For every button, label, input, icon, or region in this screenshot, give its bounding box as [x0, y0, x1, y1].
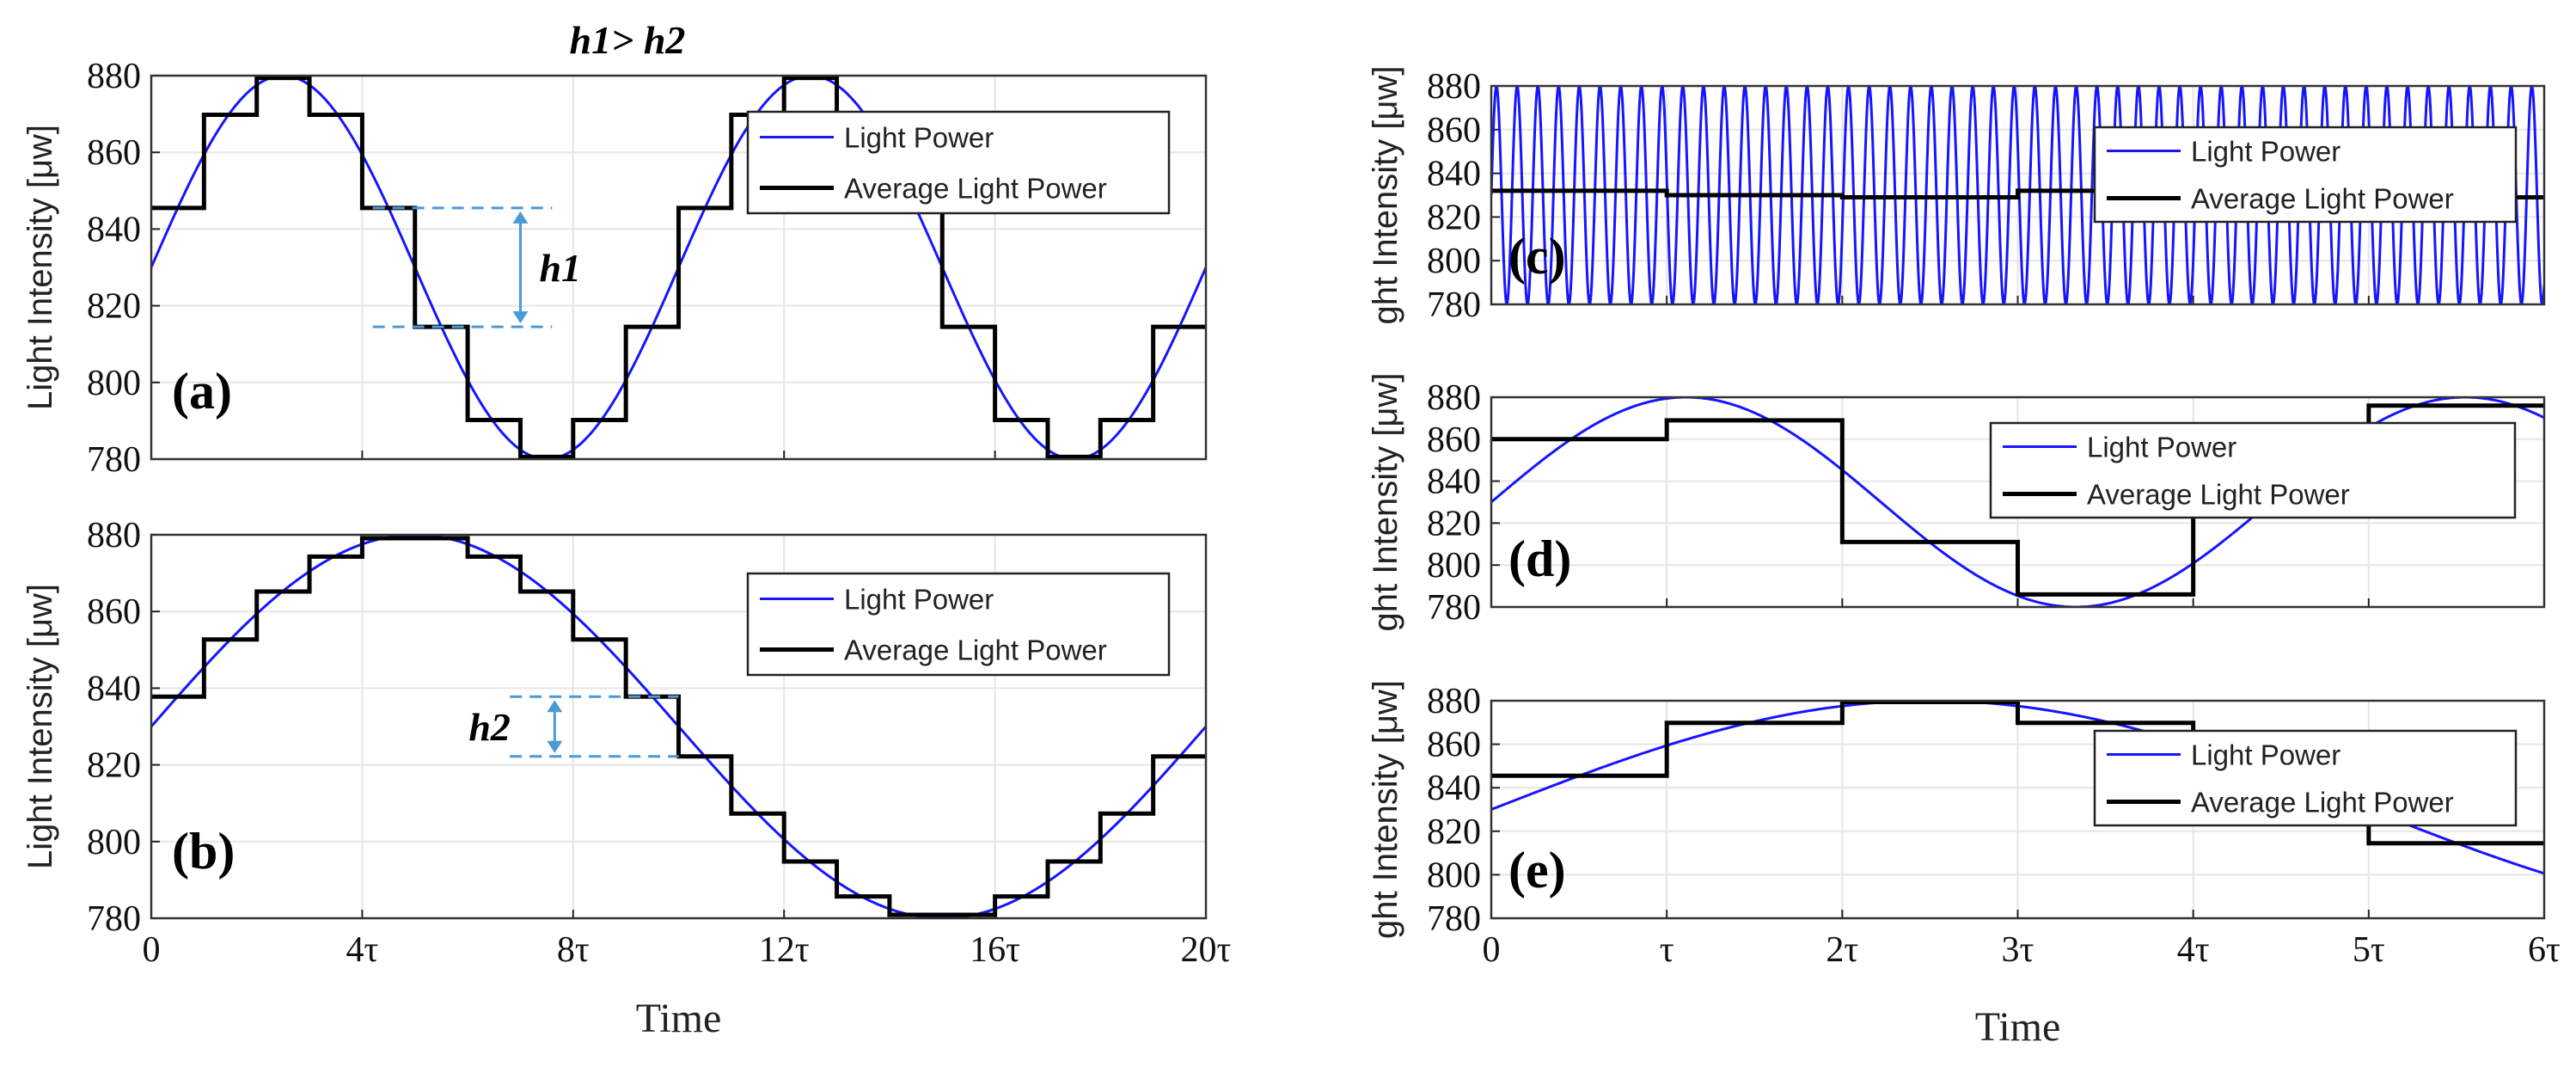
y-tick-label: 800	[1427, 546, 1481, 586]
y-tick-label: 780	[1427, 899, 1481, 939]
y-axis-label: Light Intensity [μw]	[21, 584, 59, 869]
y-tick-label: 840	[1427, 769, 1481, 808]
legend: Light Power Average Light Power	[1989, 421, 2517, 519]
annotation-label: h2	[468, 705, 511, 749]
y-tick-label: 840	[1427, 155, 1481, 194]
legend-entry: Light Power	[2191, 739, 2340, 771]
legend-entry: Light Power	[844, 584, 994, 616]
legend: Light Power Average Light Power	[2093, 729, 2518, 827]
x-tick-label: 16τ	[970, 930, 1020, 970]
panel-label: (a)	[172, 363, 232, 420]
y-tick-label: 780	[1427, 285, 1481, 325]
y-tick-label: 800	[87, 823, 141, 862]
x-tick-label: 12τ	[759, 930, 810, 970]
x-tick-label: 0	[143, 930, 161, 970]
axes-frame	[150, 533, 1208, 920]
y-axis-label: ght Intensity [μw]	[1367, 373, 1404, 632]
arrow-head-up	[512, 211, 529, 224]
y-tick-label: 880	[87, 57, 141, 96]
legend: Light Power Average Light Power	[746, 110, 1171, 215]
y-tick-label: 860	[1427, 726, 1481, 765]
y-tick-label: 820	[1427, 813, 1481, 852]
legend-box	[1989, 421, 2517, 519]
panel-label: (d)	[1508, 530, 1571, 587]
y-tick-label: 840	[87, 210, 141, 249]
y-tick-label: 780	[87, 440, 141, 480]
x-tick-label: 20τ	[1181, 930, 1232, 970]
y-tick-label: 880	[87, 516, 141, 555]
y-tick-label: 880	[1427, 378, 1481, 418]
y-tick-label: 860	[87, 592, 141, 632]
arrow-head-down	[512, 311, 529, 324]
figure-title: h1> h2	[570, 18, 686, 62]
legend-box	[746, 572, 1171, 677]
legend-entry: Light Power	[2191, 136, 2340, 168]
x-tick-label: 4τ	[346, 930, 378, 970]
y-tick-label: 800	[1427, 242, 1481, 281]
panel-b: 780 800 820 840 860 880 0 4τ 8τ 12τ 16τ 20τ h2 Light …	[21, 516, 1231, 1041]
y-tick-label: 820	[1427, 198, 1481, 237]
y-axis-label: Light Intensity [μw]	[21, 125, 59, 410]
y-tick-label: 800	[87, 364, 141, 403]
panel-label: (e)	[1508, 842, 1566, 898]
panel-a: 780 800 820 840 860 880 h1 Light Power Average L…	[21, 57, 1208, 480]
y-axis-label: ght Intensity [μw]	[1367, 680, 1404, 939]
x-axis-label: Time	[636, 996, 722, 1041]
x-tick-label: 0	[1483, 930, 1501, 970]
x-tick-label: 3τ	[2002, 930, 2034, 970]
legend-entry: Light Power	[2087, 432, 2236, 463]
x-tick-label: 2τ	[1826, 930, 1858, 970]
y-tick-label: 860	[87, 133, 141, 173]
x-tick-label: 8τ	[557, 930, 590, 970]
y-tick-label: 860	[1427, 111, 1481, 150]
legend-entry: Average Light Power	[2087, 479, 2350, 511]
y-tick-label: 820	[1427, 504, 1481, 543]
legend-box	[2093, 126, 2518, 224]
y-tick-label: 780	[87, 899, 141, 939]
y-tick-label: 840	[87, 669, 141, 708]
axes-frame	[1490, 699, 2546, 920]
legend: Light Power Average Light Power	[2093, 126, 2518, 224]
panel-c: 780 800 820 840 860 880 Light Power Average Lig…	[1367, 66, 2546, 325]
series-group	[151, 535, 1206, 918]
x-tick-label: 5τ	[2353, 930, 2385, 970]
x-tick-label: 4τ	[2177, 930, 2210, 970]
average-light-power-line	[151, 76, 1206, 459]
y-tick-label: 800	[1427, 855, 1481, 895]
light-power-line	[1491, 86, 2544, 304]
legend-entry: Light Power	[844, 122, 994, 154]
y-tick-label: 880	[1427, 67, 1481, 107]
arrow-head-down	[547, 740, 563, 753]
legend: Light Power Average Light Power	[746, 572, 1171, 677]
series-group	[151, 76, 1206, 459]
annotation-label: h1	[539, 246, 581, 290]
y-tick-label: 820	[87, 287, 141, 327]
axes-frame	[150, 74, 1208, 461]
y-tick-label: 860	[1427, 420, 1481, 460]
arrow-head-up	[547, 700, 563, 713]
panel-label: (b)	[172, 823, 235, 880]
legend-entry: Average Light Power	[844, 635, 1107, 666]
x-tick-label: 6τ	[2528, 930, 2561, 970]
y-axis-label: ght Intensity [μw]	[1367, 66, 1404, 325]
axes-frame	[1490, 84, 2546, 306]
legend-entry: Average Light Power	[2191, 183, 2454, 215]
legend-box	[746, 110, 1171, 215]
y-tick-label: 880	[1427, 682, 1481, 721]
y-tick-label: 820	[87, 746, 141, 786]
x-axis-label: Time	[1975, 1004, 2061, 1050]
y-tick-label: 840	[1427, 463, 1481, 502]
panel-label: (c)	[1508, 228, 1566, 285]
x-tick-label: τ	[1660, 930, 1674, 970]
y-tick-label: 780	[1427, 588, 1481, 628]
legend-box	[2093, 729, 2518, 827]
average-light-power-line	[151, 536, 1206, 917]
legend-entry: Average Light Power	[844, 173, 1107, 205]
axes-frame	[1490, 396, 2546, 609]
legend-entry: Average Light Power	[2191, 787, 2454, 819]
